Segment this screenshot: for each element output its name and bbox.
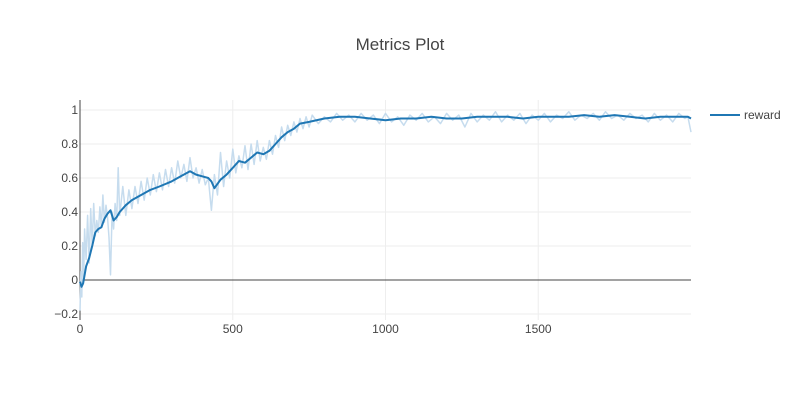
y-tick-label: 0.6 — [61, 171, 78, 185]
grid-layer — [80, 100, 691, 320]
legend-label-reward: reward — [744, 108, 781, 122]
x-tick-label: 1000 — [372, 322, 399, 336]
y-tick-label: 0 — [71, 273, 78, 287]
y-tick-label: 1 — [71, 103, 78, 117]
y-tick-label: 0.8 — [61, 137, 78, 151]
y-tick-label: −0.2 — [54, 307, 78, 321]
series-reward-line — [79, 114, 692, 288]
x-tick-label: 500 — [223, 322, 243, 336]
plot-layer — [79, 110, 692, 311]
y-tick-label: 0.4 — [61, 205, 78, 219]
chart-title: Metrics Plot — [356, 35, 445, 54]
x-tick-label: 1500 — [525, 322, 552, 336]
y-tick-label: 0.2 — [61, 239, 78, 253]
series-reward-raw-line — [79, 110, 692, 311]
tick-labels: 0 500 1000 1500−0.200.20.40.60.81 — [54, 103, 552, 336]
legend[interactable]: reward — [710, 108, 781, 122]
x-tick-label: 0 — [77, 322, 84, 336]
